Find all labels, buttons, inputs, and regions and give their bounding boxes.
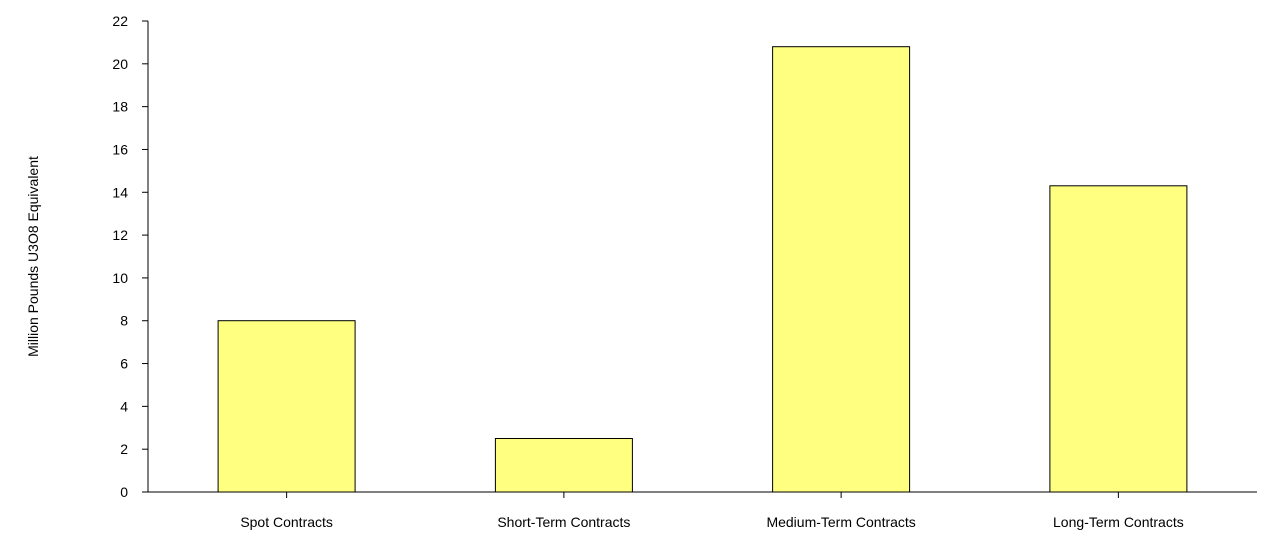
y-tick-label: 2	[120, 441, 128, 457]
x-tick-label: Medium-Term Contracts	[766, 514, 915, 530]
y-tick-label: 8	[120, 313, 128, 329]
y-tick-label: 22	[112, 13, 128, 29]
x-tick-label: Long-Term Contracts	[1053, 514, 1184, 530]
y-axis-title: Million Pounds U3O8 Equivalent	[25, 156, 41, 357]
y-tick-label: 20	[112, 56, 128, 72]
bar-long-term-contracts	[1049, 185, 1188, 493]
ticks-layer: 0 2 4 6 8 10 12 14 16 18 20 22 Spot Contracts Short-T…	[112, 13, 1183, 530]
y-tick-label: 4	[120, 398, 128, 414]
y-tick-label: 18	[112, 99, 128, 115]
bar-medium-term-contracts	[772, 46, 911, 493]
y-tick-label: 16	[112, 141, 128, 157]
x-tick-label: Short-Term Contracts	[497, 514, 630, 530]
axes-layer	[147, 21, 1257, 493]
bars-layer	[217, 46, 1188, 493]
y-tick-label: 14	[112, 184, 128, 200]
y-tick-label: 12	[112, 227, 128, 243]
y-tick-label: 0	[120, 484, 128, 500]
y-tick-label: 10	[112, 270, 128, 286]
bar-spot-contracts	[217, 320, 356, 493]
x-tick-label: Spot Contracts	[240, 514, 333, 530]
y-tick-label: 6	[120, 356, 128, 372]
bar-short-term-contracts	[494, 438, 633, 493]
